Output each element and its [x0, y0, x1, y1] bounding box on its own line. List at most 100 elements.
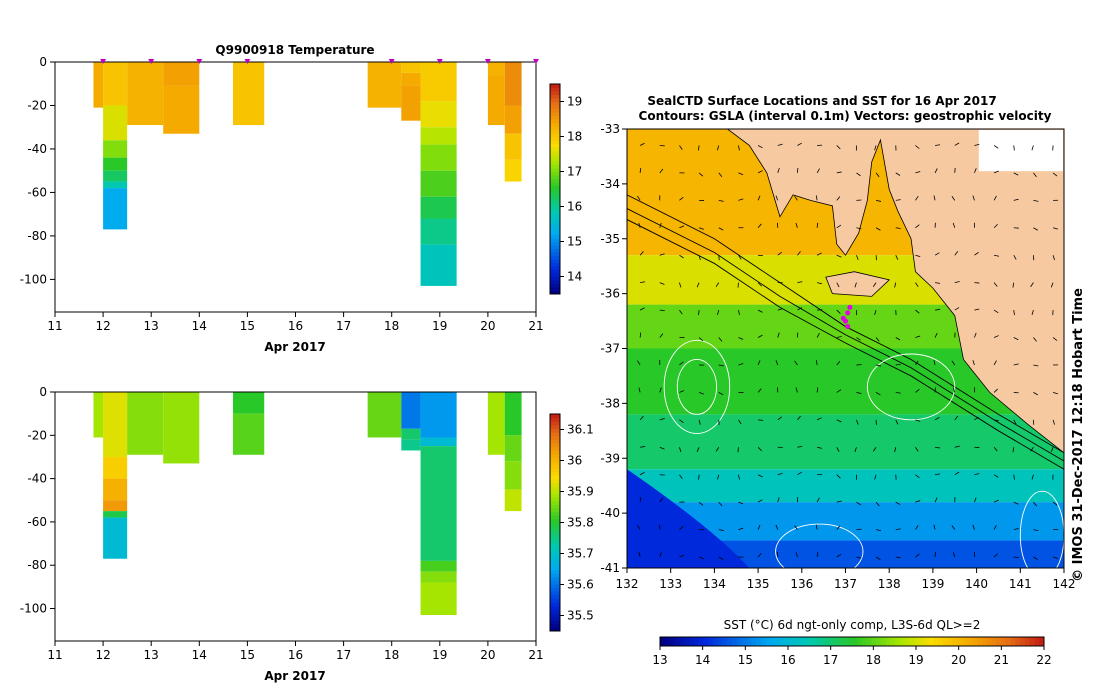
sst-colorbar-segment	[818, 637, 824, 646]
colorbar-segment	[550, 591, 560, 596]
velocity-vector	[637, 195, 641, 201]
colorbar-segment	[550, 290, 560, 295]
velocity-vector	[717, 474, 720, 480]
colorbar-tick-label: 35.7	[567, 547, 594, 561]
velocity-vector	[639, 251, 644, 256]
colorbar-segment	[550, 464, 560, 469]
velocity-vector	[974, 332, 977, 338]
colorbar-segment	[550, 573, 560, 578]
colorbar-segment	[550, 259, 560, 263]
sst-colorbar-segment	[909, 637, 915, 646]
lon-tick-label: 133	[659, 577, 682, 591]
velocity-vector	[1013, 363, 1019, 366]
velocity-vector	[679, 419, 684, 424]
velocity-vector	[974, 416, 979, 421]
sst-colorbar-segment	[813, 637, 819, 646]
sst-colorbar-segment	[938, 637, 944, 646]
velocity-vector	[993, 524, 997, 530]
velocity-vector	[1030, 282, 1034, 288]
colorbar-segment	[550, 213, 560, 218]
velocity-vector	[738, 145, 740, 151]
velocity-vector	[1052, 392, 1058, 395]
velocity-vector	[876, 529, 882, 532]
velocity-vector	[875, 337, 880, 342]
colorbar-tick-label: 15	[567, 235, 582, 249]
sst-colorbar-segment	[660, 637, 666, 646]
colorbar-segment	[550, 623, 560, 628]
lon-tick-label: 137	[834, 577, 857, 591]
sst-colorbar-segment	[784, 637, 791, 646]
sst-colorbar-segment	[928, 637, 935, 646]
velocity-vector	[640, 446, 646, 448]
x-tick-label: 16	[288, 319, 303, 333]
velocity-vector	[954, 415, 959, 421]
velocity-vector	[1013, 172, 1019, 176]
velocity-vector	[777, 497, 780, 503]
lon-tick-label: 134	[703, 577, 726, 591]
velocity-vector	[836, 336, 842, 338]
velocity-vector	[659, 168, 664, 174]
sst-colorbar-segment	[933, 637, 939, 646]
profile-cell	[103, 511, 128, 518]
x-tick-label: 15	[240, 648, 255, 662]
colorbar-segment	[550, 238, 560, 242]
x-tick-label: 19	[432, 648, 447, 662]
velocity-vector	[738, 310, 740, 316]
lat-tick-label: -38	[600, 396, 620, 410]
velocity-vector	[1033, 172, 1037, 178]
velocity-vector	[757, 282, 762, 287]
no-data-area	[978, 130, 1063, 172]
velocity-vector	[954, 281, 960, 284]
colorbar-segment	[550, 122, 560, 127]
velocity-vector	[994, 254, 1000, 257]
salinity-section-panel: 11 12 13 14 15 16 17 18 19 20 21 0 -20 -40 -60 -80 -100 3…	[20, 385, 594, 683]
velocity-vector	[974, 168, 977, 174]
velocity-vector	[777, 332, 780, 338]
velocity-vector	[738, 337, 744, 340]
profile-cell	[504, 392, 522, 436]
lat-tick-label: -35	[600, 232, 620, 246]
sst-colorbar-segment	[693, 637, 699, 646]
colorbar-tick-label: 36.1	[567, 423, 594, 437]
velocity-vector	[993, 170, 999, 174]
seal-location-marker	[845, 324, 851, 330]
velocity-vector	[639, 472, 645, 476]
velocity-vector	[1033, 364, 1039, 367]
velocity-vector	[1013, 528, 1019, 530]
velocity-vector	[1013, 337, 1019, 341]
velocity-vector	[757, 145, 763, 149]
colorbar-segment	[550, 576, 560, 581]
y-tick-label: -60	[27, 515, 47, 529]
profile-cell	[103, 140, 128, 158]
imos-side-label: © IMOS 31-Dec-2017 12:18 Hobart Time	[1071, 288, 1086, 582]
velocity-vector	[1052, 172, 1058, 177]
colorbar-tick-label: 35.5	[567, 609, 594, 623]
velocity-vector	[659, 282, 665, 285]
velocity-vector	[952, 222, 956, 228]
velocity-vector	[993, 388, 998, 393]
lon-tick-label: 142	[1053, 577, 1076, 591]
velocity-vector	[1031, 474, 1034, 480]
profile-cell	[420, 218, 457, 245]
sst-colorbar-segment	[732, 637, 738, 646]
colorbar-segment	[550, 192, 560, 197]
colorbar-segment	[550, 432, 560, 437]
colorbar-segment	[550, 231, 560, 235]
velocity-vector	[816, 252, 822, 256]
lat-tick-label: -37	[600, 342, 620, 356]
sst-colorbar-segment	[717, 637, 723, 646]
velocity-vector	[1033, 227, 1038, 231]
sst-colorbar-segment	[775, 637, 781, 646]
lat-tick-label: -40	[600, 506, 620, 520]
colorbar-tick-label: 18	[567, 130, 582, 144]
sst-colorbar-segment	[890, 637, 896, 646]
sst-colorbar-segment	[741, 637, 747, 646]
sst-colorbar-segment	[828, 637, 834, 646]
sst-colorbar-segment	[703, 637, 709, 646]
velocity-vector	[895, 255, 899, 260]
velocity-vector	[679, 145, 683, 150]
colorbar-tick-label: 17	[567, 165, 582, 179]
velocity-vector	[715, 447, 720, 452]
sst-colorbar-segment	[900, 637, 906, 646]
y-tick-label: -60	[27, 185, 47, 199]
